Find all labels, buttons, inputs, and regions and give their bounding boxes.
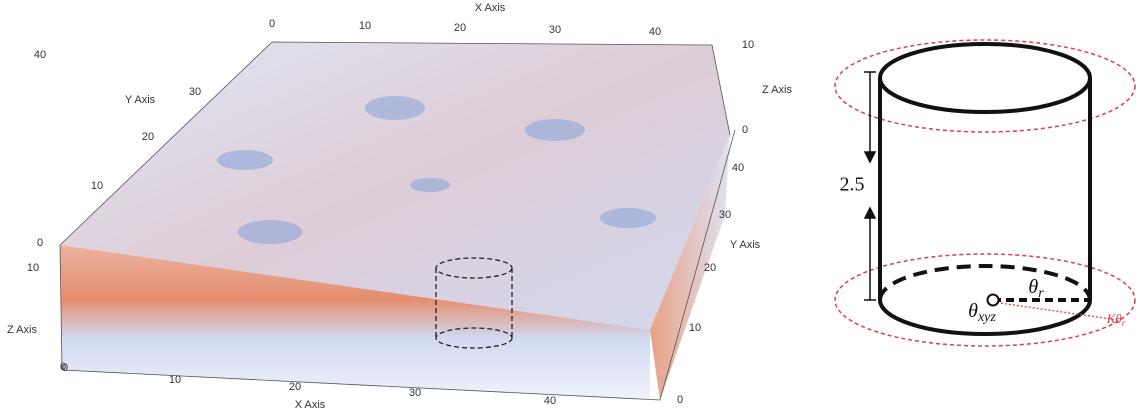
axis-label: Z Axis xyxy=(7,324,37,336)
tick-label: 30 xyxy=(549,24,561,36)
tick-label: 10 xyxy=(742,39,754,51)
tick-label: 10 xyxy=(359,20,371,32)
tick-label: 40 xyxy=(732,162,744,174)
tick-label: 20 xyxy=(142,131,154,143)
tick-label: 10 xyxy=(27,262,39,274)
tick-label: 20 xyxy=(289,381,301,393)
axis-label: Y Axis xyxy=(730,239,761,251)
height-label: 2.5 xyxy=(840,174,865,196)
tick-label: 40 xyxy=(649,26,661,38)
tick-label: 0 xyxy=(269,18,275,30)
tick-label: 40 xyxy=(34,49,46,61)
tick-label: 0 xyxy=(37,237,43,249)
tick-label: 10 xyxy=(169,374,181,386)
tick-label: 30 xyxy=(189,86,201,98)
tick-label: 30 xyxy=(719,209,731,221)
radius-label: θr xyxy=(1028,276,1044,302)
center-label-symbol: θ xyxy=(968,300,978,322)
axis-label: Z Axis xyxy=(762,84,792,96)
cylinder xyxy=(880,44,1090,334)
tick-label: 0 xyxy=(742,124,748,136)
radius-label-subscript: r xyxy=(1038,286,1044,301)
tick-label: 10 xyxy=(91,180,103,192)
outer-label-symbol: Kθ xyxy=(1106,311,1123,326)
height-arrows xyxy=(864,72,876,300)
outer-label-subscript: r xyxy=(1122,318,1126,328)
tick-label: 30 xyxy=(409,387,421,399)
axis-label: X Axis xyxy=(295,399,326,411)
tick-label: 20 xyxy=(454,22,466,34)
axis-label: Y Axis xyxy=(125,94,156,106)
tick-label: 0 xyxy=(60,361,66,373)
center-label-subscript: xyz xyxy=(977,310,996,325)
tick-label: 20 xyxy=(704,262,716,274)
tick-label: 10 xyxy=(689,322,701,334)
center-point xyxy=(988,295,999,306)
axis-label: X Axis xyxy=(475,2,506,14)
tick-label: 40 xyxy=(544,395,556,407)
tick-label: 0 xyxy=(677,394,683,406)
radius-label-symbol: θ xyxy=(1028,276,1038,298)
figure: 2.5 X Axis 0 10 20 30 40 Y Axis 40 30 20 10 0 Z Axis… xyxy=(0,0,1138,413)
outer-radius xyxy=(993,302,1118,320)
outer-label: Kθr xyxy=(1106,311,1126,328)
